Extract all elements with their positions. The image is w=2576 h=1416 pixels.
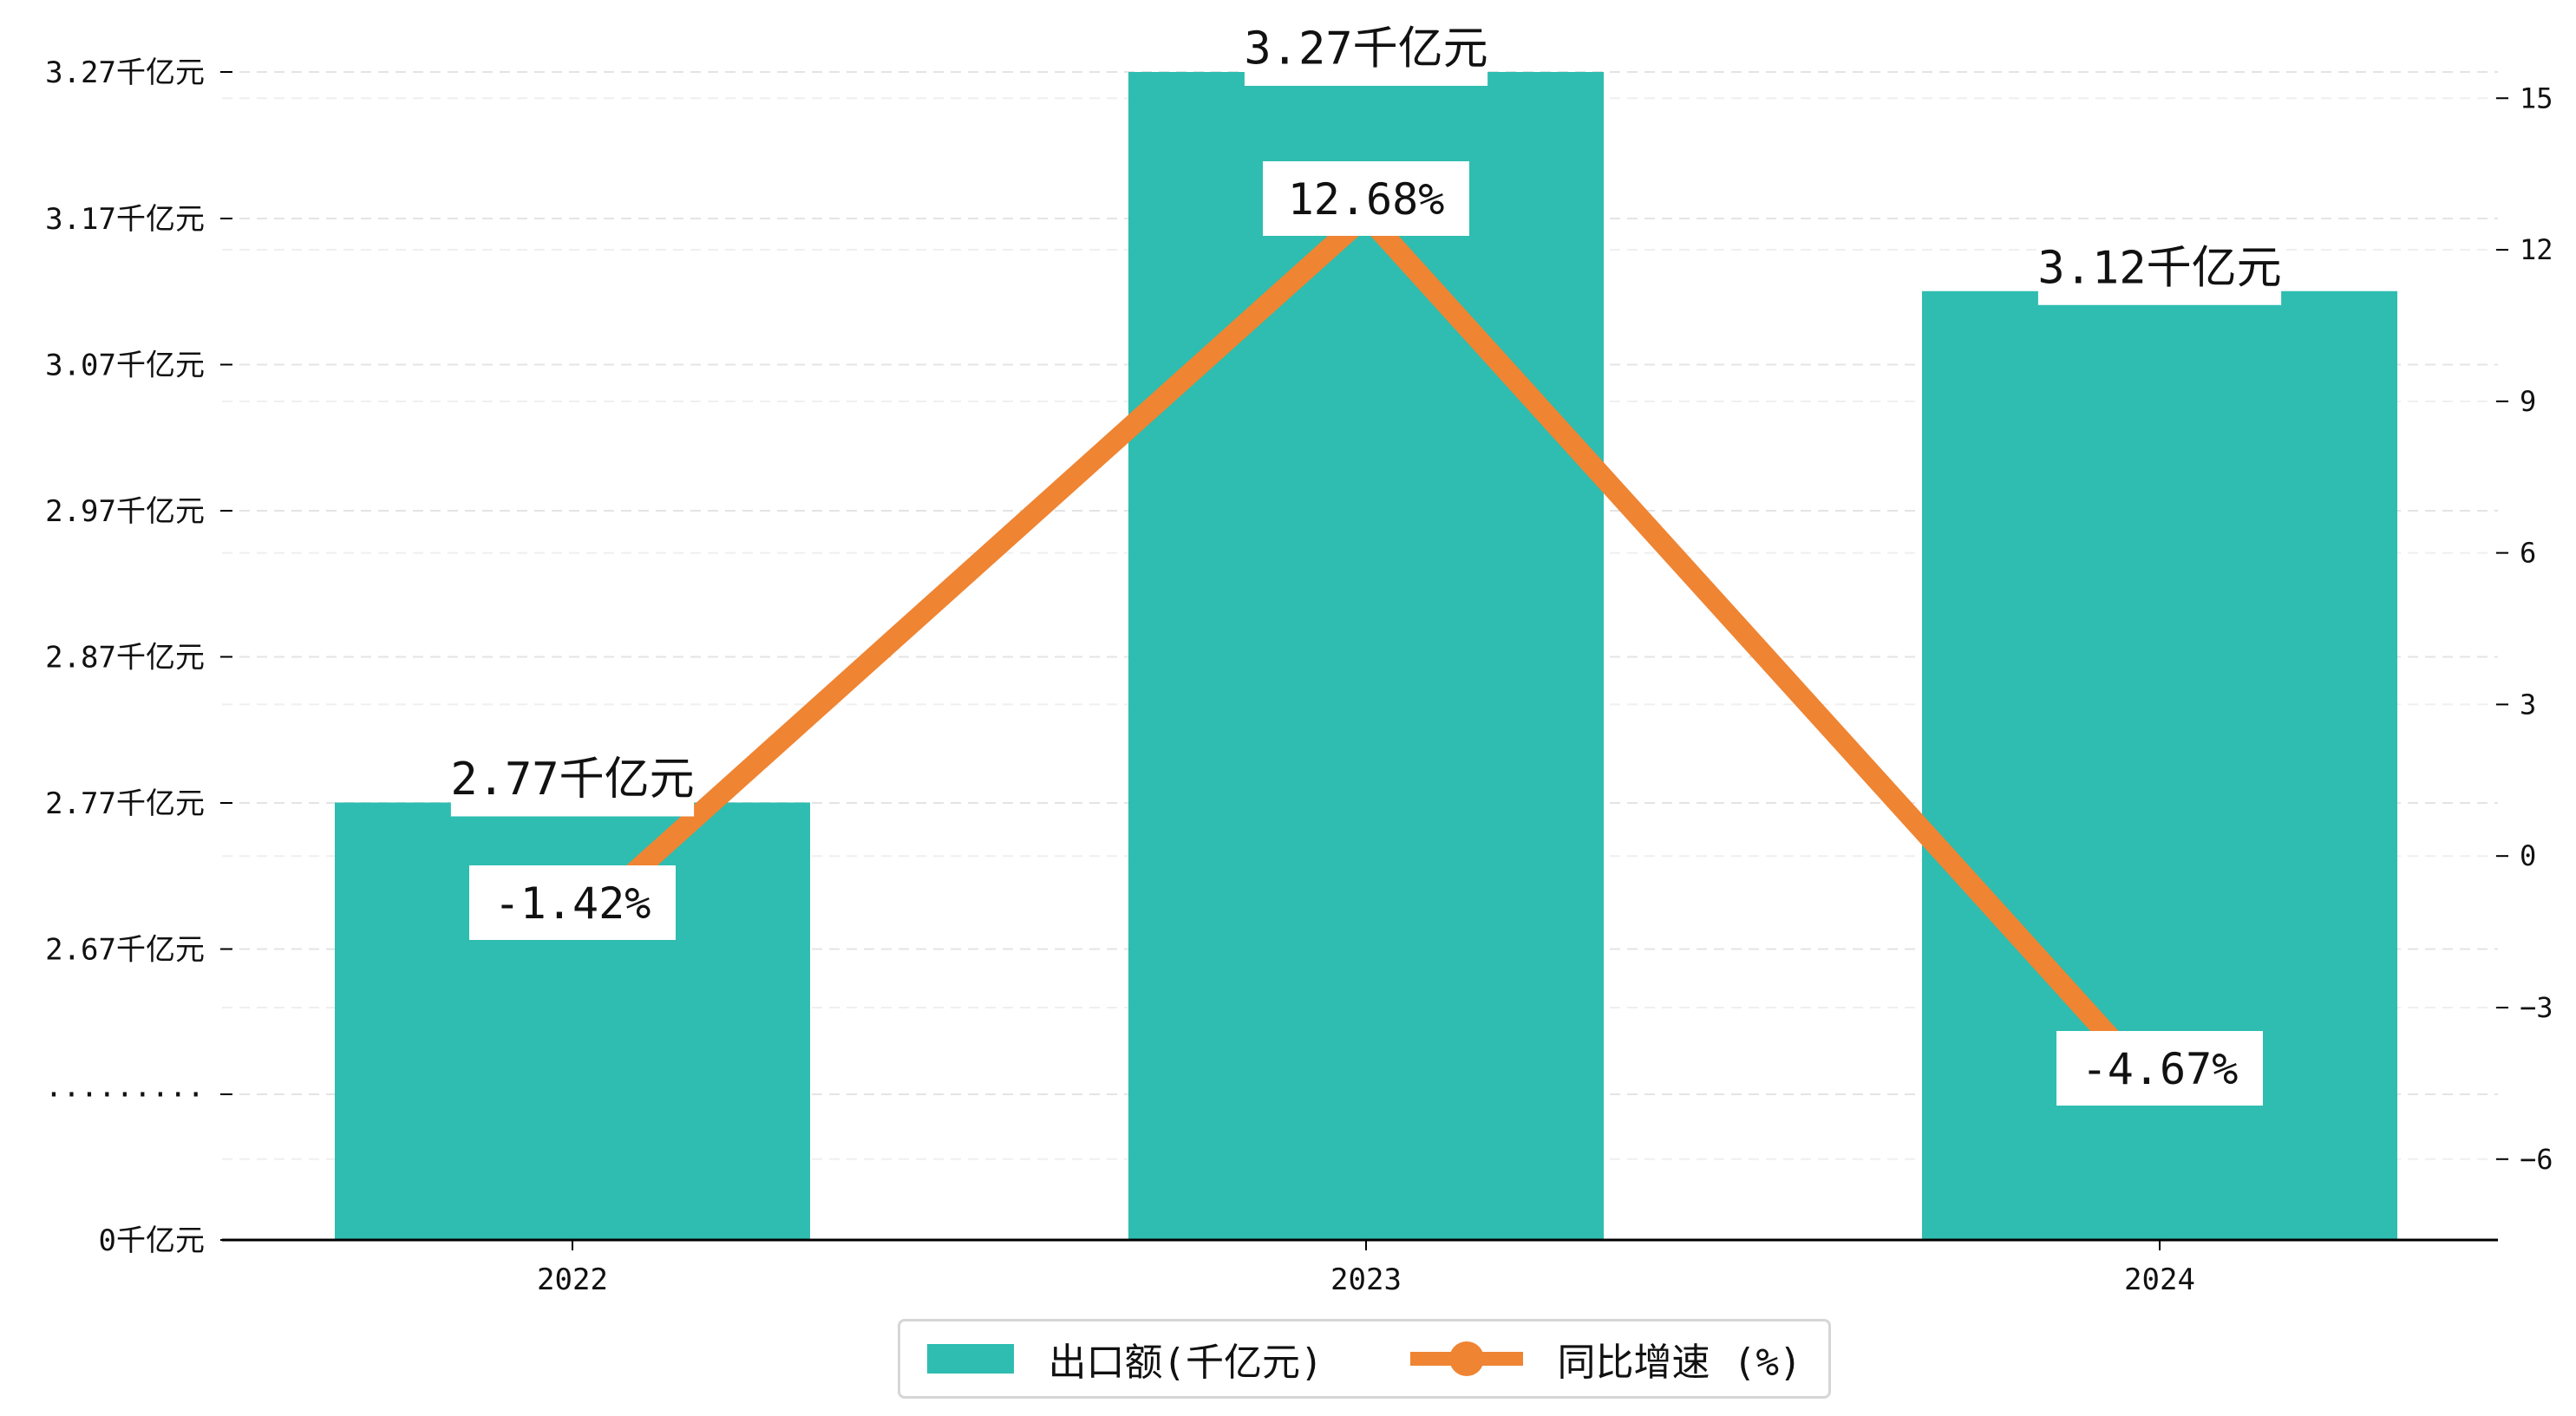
right-tick-label: −6 [2520, 1143, 2553, 1176]
left-tick-label: 2.87千亿元 [45, 641, 205, 675]
growth-label-2022-text: -1.42% [494, 878, 651, 929]
bar-label-2022-bg [450, 740, 695, 817]
x-tick-label: 2023 [1330, 1263, 1402, 1297]
right-tick-label: 3 [2520, 688, 2536, 721]
data-labels: 2.77千亿元 3.27千亿元 3.12千亿元 -1.42% 12.68% -4.67% [450, 10, 2282, 1106]
axes: 0千亿元 ········· 2.67千亿元 2.77千亿元 2.87千亿元 2.97千亿… [45, 55, 2553, 1297]
legend-bar-swatch [926, 1344, 1014, 1374]
bar-label-2024-text: 3.12千亿元 [2037, 242, 2281, 294]
bar-label-2023: 3.27千亿元 [1244, 10, 1488, 86]
bar-label-2023-text: 3.27千亿元 [1244, 23, 1487, 75]
growth-label-2024-bg [2056, 1031, 2263, 1106]
left-tick-label: 2.97千亿元 [45, 494, 205, 529]
right-tick-label: 0 [2520, 839, 2536, 872]
legend-item-bar: 出口额(千亿元) [926, 1331, 1324, 1387]
x-tick-label: 2024 [2124, 1263, 2195, 1297]
left-tick-label: 2.77千亿元 [45, 786, 205, 821]
left-tick-label: 0千亿元 [99, 1224, 205, 1258]
bar-label-2024-bg [2037, 228, 2282, 305]
left-tick-label: ········· [45, 1078, 205, 1113]
growth-label-2022: -1.42% [469, 865, 676, 940]
bar-label-2022-text: 2.77千亿元 [450, 754, 694, 806]
legend: 出口额(千亿元) 同比增速 (%) [898, 1319, 1831, 1399]
x-tick-label: 2022 [537, 1263, 608, 1297]
growth-label-2022-bg [469, 865, 676, 940]
legend-line-label: 同比增速 (%) [1557, 1341, 1802, 1385]
bar-label-2024: 3.12千亿元 [2037, 228, 2282, 305]
right-tick-label: 9 [2520, 385, 2536, 418]
legend-line-swatch [1409, 1341, 1523, 1376]
growth-label-2024: -4.67% [2056, 1031, 2263, 1106]
bar-label-2023-bg [1244, 10, 1488, 86]
right-tick-label: −3 [2520, 991, 2553, 1024]
growth-label-2023: 12.68% [1263, 161, 1469, 236]
legend-bar-label: 出口额(千亿元) [1048, 1341, 1324, 1385]
left-tick-label: 3.17千亿元 [45, 202, 205, 237]
right-tick-label: 12 [2520, 233, 2553, 266]
bar-2023 [1128, 72, 1604, 1240]
growth-label-2024-text: -4.67% [2082, 1044, 2239, 1094]
growth-label-2023-text: 12.68% [1288, 174, 1445, 225]
right-tick-label: 6 [2520, 537, 2536, 570]
left-tick-label: 3.27千亿元 [45, 55, 205, 90]
left-tick-label: 3.07千亿元 [45, 349, 205, 383]
bar-series [335, 72, 2397, 1240]
bar-label-2022: 2.77千亿元 [450, 740, 695, 817]
growth-label-2023-bg [1263, 161, 1469, 236]
left-tick-label: 2.67千亿元 [45, 933, 205, 968]
right-tick-label: 15 [2520, 82, 2553, 114]
legend-item-line: 同比增速 (%) [1409, 1331, 1802, 1387]
